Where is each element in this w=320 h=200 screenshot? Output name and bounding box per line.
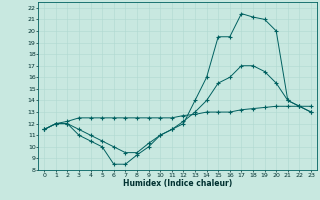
X-axis label: Humidex (Indice chaleur): Humidex (Indice chaleur) [123, 179, 232, 188]
